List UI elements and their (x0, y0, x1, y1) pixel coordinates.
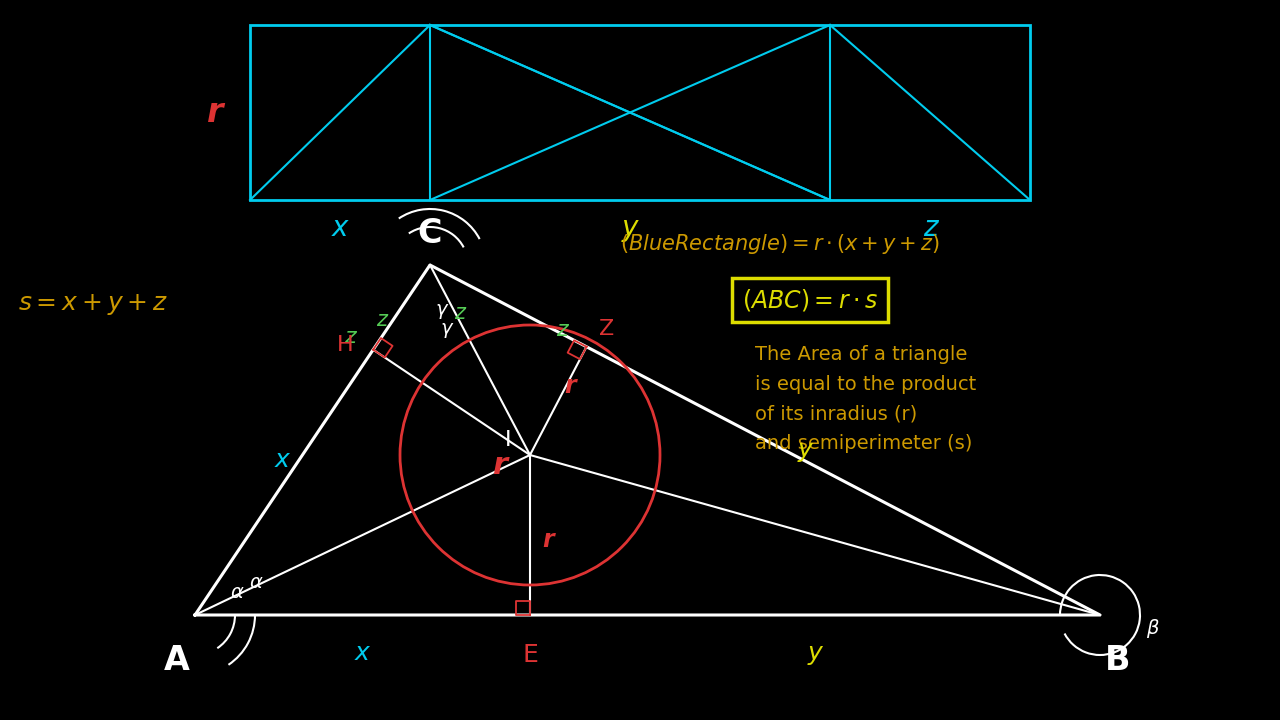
Text: z: z (344, 327, 356, 347)
Text: The Area of a triangle
is equal to the product
of its inradius (r)
and semiperim: The Area of a triangle is equal to the p… (755, 345, 977, 452)
Text: $\beta$: $\beta$ (1147, 616, 1161, 639)
Text: C: C (417, 217, 443, 250)
Text: y: y (622, 214, 639, 242)
Text: z: z (454, 303, 466, 323)
Text: x: x (275, 448, 289, 472)
Text: $(ABC) = r \cdot s$: $(ABC) = r \cdot s$ (741, 287, 878, 313)
Text: r: r (493, 451, 507, 480)
Bar (250, 25, 1030, 200)
Text: I: I (504, 430, 511, 450)
Text: x: x (355, 641, 370, 665)
Text: z: z (556, 320, 568, 340)
Text: r: r (543, 528, 554, 552)
Text: $\alpha$: $\alpha$ (250, 572, 264, 592)
Text: z: z (376, 310, 388, 330)
Text: $(BlueRectangle) = r \cdot (x + y + z)$: $(BlueRectangle) = r \cdot (x + y + z)$ (620, 232, 940, 256)
Text: z: z (923, 214, 937, 242)
Text: B: B (1105, 644, 1130, 677)
Text: Z: Z (599, 319, 614, 339)
Text: r: r (564, 374, 576, 398)
Text: r: r (207, 96, 223, 129)
Text: $\alpha$: $\alpha$ (230, 583, 244, 602)
Text: $s = x + y + z$: $s = x + y + z$ (18, 292, 168, 317)
Text: $\gamma$: $\gamma$ (439, 321, 454, 341)
Text: y: y (797, 438, 813, 462)
Text: A: A (164, 644, 189, 677)
Text: y: y (808, 641, 822, 665)
Text: $\gamma$: $\gamma$ (435, 302, 449, 321)
Text: H: H (337, 335, 353, 355)
Text: E: E (522, 643, 538, 667)
Text: x: x (332, 214, 348, 242)
